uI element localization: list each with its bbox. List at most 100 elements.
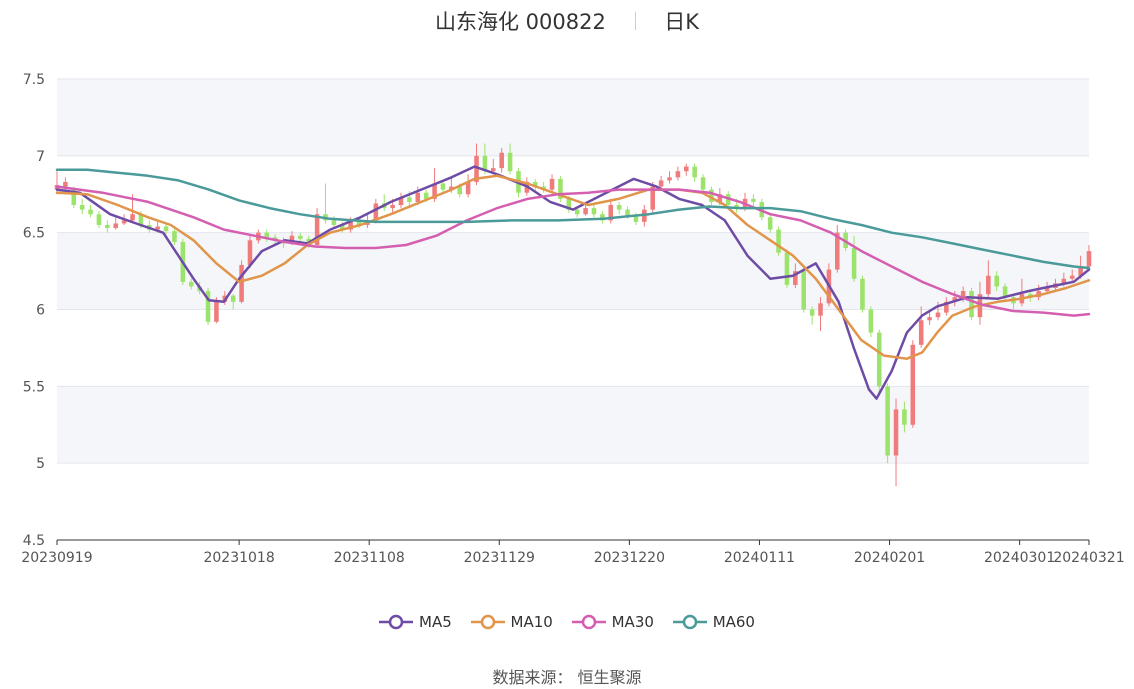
x-tick-label: 20240321 <box>1053 550 1124 566</box>
legend-item-ma30[interactable]: MA30 <box>571 613 654 631</box>
candle-body <box>331 220 337 225</box>
candle-body <box>927 317 932 321</box>
candle-body <box>767 217 773 230</box>
legend-item-ma60[interactable]: MA60 <box>672 613 755 631</box>
candle-body <box>893 409 899 456</box>
legend-marker-ma30-icon <box>571 614 606 630</box>
candle-body <box>902 409 907 425</box>
y-tick-label: 4.5 <box>23 533 45 549</box>
candle-body <box>910 344 916 425</box>
candle-body <box>264 232 270 238</box>
x-tick-label: 20240201 <box>854 550 925 566</box>
candle-body <box>994 275 999 287</box>
candle-body <box>289 235 295 244</box>
candle-body <box>449 186 454 190</box>
x-tick-label: 20231108 <box>334 550 405 566</box>
chart-title-bar: 山东海化 000822 日K <box>0 6 1134 38</box>
series-line-ma60 <box>55 168 1091 270</box>
candle-body <box>658 180 664 187</box>
candle-body <box>532 181 538 187</box>
y-tick-label: 6.5 <box>23 226 45 242</box>
y-tick-label: 6 <box>36 303 45 319</box>
candle-body <box>608 205 614 221</box>
candle-body <box>986 275 991 295</box>
legend-marker-ma60-icon <box>672 614 707 630</box>
series-line-ma10 <box>55 174 1091 360</box>
candle-body <box>793 271 798 285</box>
candle-body <box>138 214 144 225</box>
candle-body <box>960 291 966 298</box>
candle-body <box>549 178 555 190</box>
candle-body <box>868 309 874 333</box>
candle-body <box>172 231 177 242</box>
candle-body <box>751 198 756 202</box>
legend-item-ma5[interactable]: MA5 <box>379 613 452 631</box>
candle-body <box>1069 275 1075 279</box>
x-tick-label: 20240301 <box>984 550 1055 566</box>
legend-label-ma10: MA10 <box>510 613 553 631</box>
legend-label-ma60: MA60 <box>712 613 755 631</box>
candle-body <box>809 309 815 316</box>
candle-body <box>314 214 320 245</box>
candle-body <box>784 252 790 285</box>
legend-item-ma10[interactable]: MA10 <box>470 613 553 631</box>
y-tick-label: 7.5 <box>23 72 45 88</box>
candle-body <box>298 235 303 239</box>
candle-body <box>205 291 211 322</box>
title-separator <box>634 12 636 30</box>
series-line-ma30 <box>55 185 1091 317</box>
candle-body <box>63 181 68 187</box>
candle-body <box>113 223 119 229</box>
candle-body <box>373 203 379 221</box>
candle-body <box>566 198 572 210</box>
candle-body <box>700 177 706 190</box>
candle-body <box>239 264 244 302</box>
candle-body <box>734 205 739 209</box>
y-tick-label: 5.5 <box>23 379 45 395</box>
candle-body <box>339 224 345 230</box>
candle-body <box>121 220 127 224</box>
candle-body <box>163 226 169 232</box>
candle-body <box>692 166 697 178</box>
candle-body <box>944 301 949 313</box>
candle-body <box>650 186 655 210</box>
candle-body <box>667 177 672 181</box>
candle-body <box>1002 286 1008 298</box>
data-source: 数据来源： 恒生聚源 <box>0 664 1134 688</box>
candle-body <box>482 155 488 172</box>
candle-body <box>96 214 102 225</box>
grid-band <box>57 386 1089 464</box>
candle-body <box>683 166 689 172</box>
chart-title: 山东海化 000822 <box>435 10 606 34</box>
candle-body <box>423 192 429 199</box>
candle-body <box>440 183 446 190</box>
candle-body <box>835 232 840 270</box>
candle-body <box>407 197 412 202</box>
candle-body <box>675 171 681 178</box>
data-source-label: 数据来源： <box>492 668 573 687</box>
candle-body <box>1044 287 1050 292</box>
y-tick-label: 5 <box>36 456 45 472</box>
x-tick-label: 20240111 <box>724 550 795 566</box>
candle-body <box>616 205 622 210</box>
candle-body <box>457 186 463 195</box>
candle-body <box>709 189 714 202</box>
candle-body <box>969 291 974 318</box>
candle-body <box>390 205 395 209</box>
candle-body <box>717 194 723 202</box>
candle-body <box>1086 251 1092 267</box>
candle-body <box>465 181 471 195</box>
y-tick-label: 7 <box>36 149 45 165</box>
candle-body <box>860 278 865 310</box>
candle-body <box>105 224 110 229</box>
candle-body <box>71 189 77 206</box>
candle-body <box>499 152 504 169</box>
x-tick-label: 20230919 <box>21 550 92 566</box>
legend-label-ma30: MA30 <box>611 613 654 631</box>
series-line-ma5 <box>55 165 1091 400</box>
candle-body <box>776 229 781 253</box>
candle-body <box>558 178 563 199</box>
candle-body <box>398 197 404 206</box>
chart-period: 日K <box>664 10 699 34</box>
